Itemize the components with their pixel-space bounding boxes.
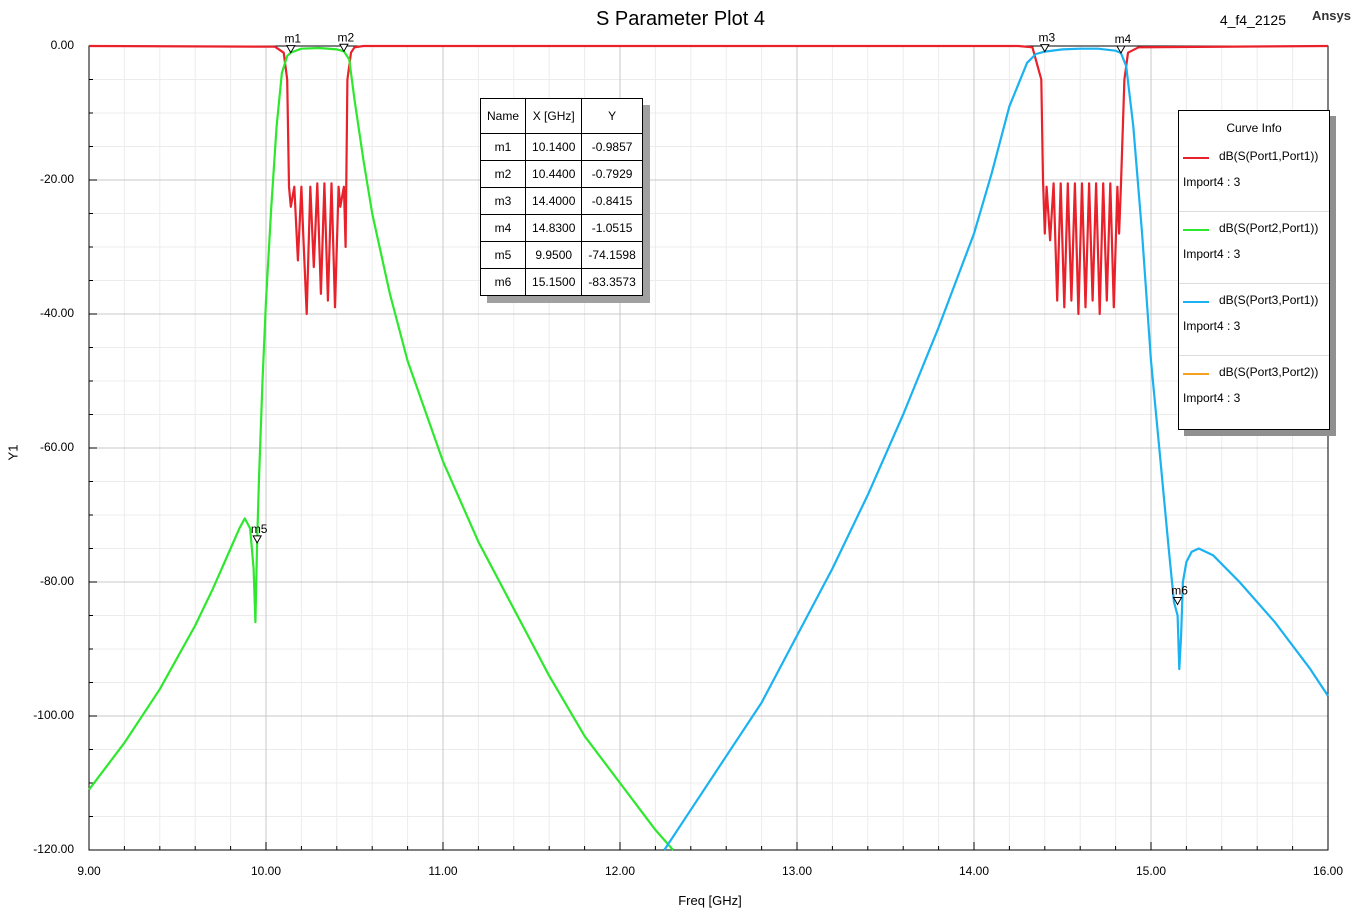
marker-m5-triangle — [252, 535, 263, 544]
marker-m5-label: m5 — [251, 522, 268, 536]
legend-swatch — [1183, 301, 1209, 303]
marker-y-cell: -74.1598 — [581, 241, 643, 269]
marker-col-x: X [GHz] — [525, 98, 583, 134]
y-tick-label: -40.00 — [39, 306, 74, 320]
marker-table[interactable]: Name X [GHz] Y m1 10.1400 -0.9857 m2 10.4400… — [479, 98, 643, 296]
y-tick-label: 0.00 — [50, 38, 74, 52]
marker-table-header: Name X [GHz] Y — [479, 98, 643, 134]
marker-m6-triangle — [1172, 596, 1183, 606]
marker-y-cell: -1.0515 — [581, 214, 643, 242]
legend-series-name: dB(S(Port2,Port1)) — [1219, 221, 1319, 235]
x-tick-label: 15.00 — [1135, 864, 1167, 878]
marker-y-cell: -0.9857 — [581, 133, 643, 161]
marker-m1-triangle — [285, 45, 296, 54]
x-tick-label: 13.00 — [781, 864, 813, 878]
marker-name-cell: m6 — [479, 268, 527, 296]
y-tick-label: -100.00 — [33, 708, 74, 722]
legend-swatch — [1183, 157, 1209, 159]
marker-row[interactable]: m4 14.8300 -1.0515 — [479, 214, 643, 242]
y-axis-label: Y1 — [5, 444, 21, 461]
marker-x-cell: 15.1500 — [525, 268, 583, 296]
marker-col-name: Name — [479, 98, 527, 134]
series-line-1 — [88, 44, 1329, 316]
chart-title: S Parameter Plot 4 — [596, 8, 765, 30]
marker-y-cell: -0.8415 — [581, 187, 643, 215]
marker-x-cell: 14.8300 — [525, 214, 583, 242]
brand-logo: Ansys — [1311, 8, 1351, 23]
x-tick-label: 9.00 — [77, 864, 101, 878]
marker-row[interactable]: m1 10.1400 -0.9857 — [479, 133, 643, 161]
marker-m4-triangle — [1116, 45, 1126, 55]
marker-name-cell: m2 — [479, 160, 527, 188]
marker-x-cell: 14.4000 — [525, 187, 583, 215]
marker-y-cell: -83.3573 — [581, 268, 643, 296]
marker-x-cell: 10.4400 — [525, 160, 583, 188]
marker-name-cell: m5 — [479, 241, 527, 269]
y-tick-label: -60.00 — [39, 440, 74, 454]
marker-x-cell: 10.1400 — [525, 133, 583, 161]
marker-m6-label: m6 — [1171, 583, 1188, 597]
legend-swatch — [1183, 229, 1209, 231]
marker-m3-label: m3 — [1038, 31, 1055, 45]
legend-series-source: Import4 : 3 — [1183, 175, 1241, 189]
series-line-3 — [663, 47, 1329, 851]
x-tick-label: 12.00 — [604, 864, 636, 878]
y-tick-label: -120.00 — [33, 842, 74, 856]
legend-divider — [1179, 211, 1329, 212]
marker-row[interactable]: m6 15.1500 -83.3573 — [479, 268, 643, 296]
legend-series-name: dB(S(Port3,Port1)) — [1219, 293, 1319, 307]
x-axis-label: Freq [GHz] — [678, 893, 742, 908]
design-name: 4_f4_2125 — [1219, 12, 1286, 28]
marker-row[interactable]: m2 10.4400 -0.7929 — [479, 160, 643, 188]
legend-series-source: Import4 : 3 — [1183, 247, 1241, 261]
legend-divider — [1179, 283, 1329, 284]
marker-m1-label: m1 — [284, 32, 301, 46]
marker-row[interactable]: m3 14.4000 -0.8415 — [479, 187, 643, 215]
legend-series-name: dB(S(Port3,Port2)) — [1219, 365, 1319, 379]
marker-m2-triangle — [339, 43, 349, 53]
curve-info-legend[interactable]: Curve Info dB(S(Port1,Port1)) Import4 : 3… — [1178, 110, 1330, 430]
marker-m4-label: m4 — [1115, 32, 1132, 46]
legend-divider — [1179, 355, 1329, 356]
marker-name-cell: m1 — [479, 133, 527, 161]
marker-col-y: Y — [581, 98, 643, 134]
marker-m2-label: m2 — [338, 30, 355, 44]
marker-name-cell: m4 — [479, 214, 527, 242]
legend-series-source: Import4 : 3 — [1183, 391, 1241, 405]
legend-series-source: Import4 : 3 — [1183, 319, 1241, 333]
series-line-2 — [88, 46, 674, 851]
marker-row[interactable]: m5 9.9500 -74.1598 — [479, 241, 643, 269]
x-tick-label: 16.00 — [1312, 864, 1344, 878]
x-tick-label: 11.00 — [428, 864, 458, 878]
marker-m3-triangle — [1039, 44, 1050, 53]
y-tick-label: -20.00 — [39, 172, 74, 186]
x-tick-label: 14.00 — [958, 864, 990, 878]
legend-title: Curve Info — [1226, 121, 1282, 135]
marker-y-cell: -0.7929 — [581, 160, 643, 188]
x-tick-label: 10.00 — [250, 864, 282, 878]
marker-x-cell: 9.9500 — [525, 241, 583, 269]
marker-name-cell: m3 — [479, 187, 527, 215]
legend-swatch — [1183, 373, 1209, 375]
y-tick-label: -80.00 — [39, 574, 74, 588]
legend-series-name: dB(S(Port1,Port1)) — [1219, 149, 1319, 163]
